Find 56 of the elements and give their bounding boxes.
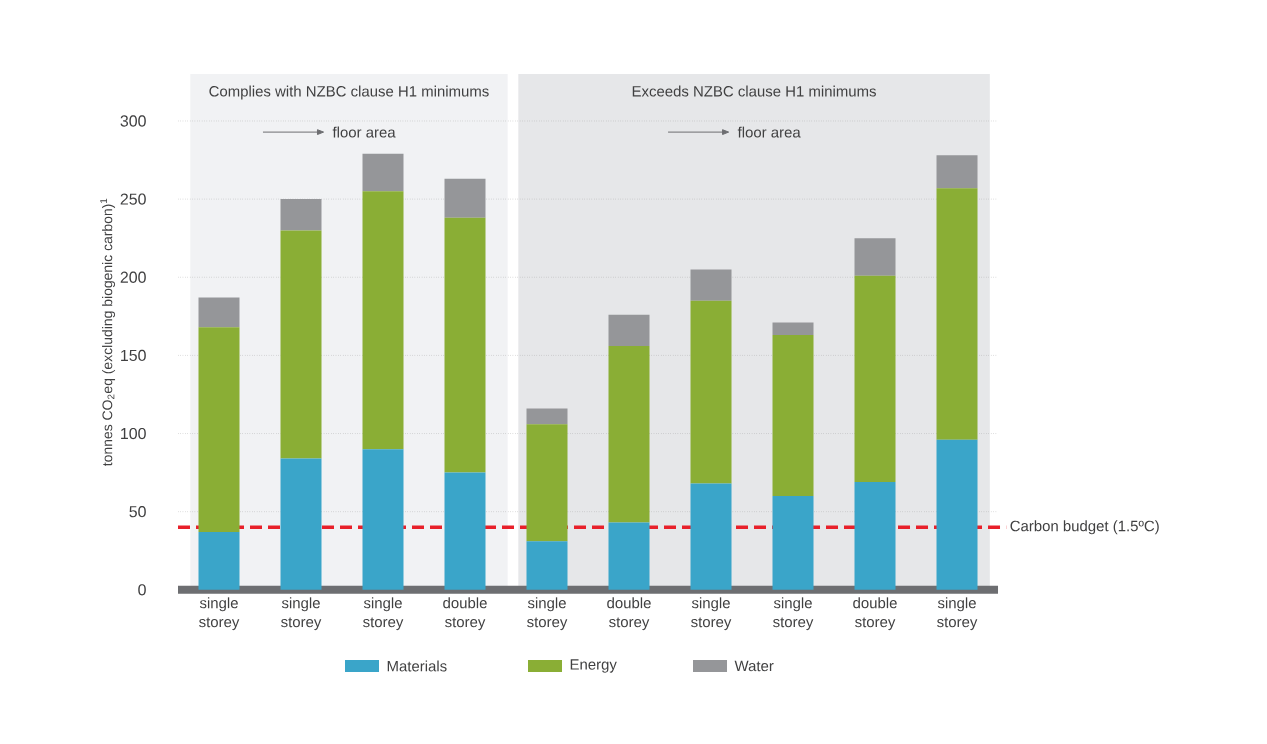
x-tick-label: single storey bbox=[363, 597, 404, 631]
x-tick-label: single storey bbox=[691, 597, 732, 631]
y-tick-label: 300 bbox=[120, 115, 146, 127]
bar bbox=[198, 297, 240, 328]
bar bbox=[362, 191, 404, 450]
y-axis-title: tonnes CO$_{2}$eq (excluding biogenic carbon)$^{1}$ bbox=[100, 198, 116, 466]
bar bbox=[854, 238, 896, 276]
ref-line-label: Carbon budget (1.5ºC) bbox=[1010, 520, 1159, 535]
y-tick-label: 100 bbox=[121, 427, 146, 440]
bar bbox=[690, 300, 732, 484]
bar bbox=[280, 458, 322, 590]
bar bbox=[280, 199, 322, 231]
x-tick-label: single storey bbox=[527, 597, 568, 631]
bar bbox=[198, 531, 240, 590]
annotation: Complies with NZBC clause H1 minimums bbox=[209, 85, 489, 100]
bar bbox=[772, 322, 814, 336]
bar bbox=[936, 155, 978, 189]
legend-label: Materials bbox=[387, 660, 447, 672]
x-tick-label: single storey bbox=[281, 597, 322, 631]
bar bbox=[444, 217, 486, 473]
bar bbox=[526, 424, 568, 542]
bar bbox=[444, 178, 486, 218]
bar bbox=[936, 439, 978, 590]
bar bbox=[362, 449, 404, 590]
legend-label: Water bbox=[734, 660, 774, 672]
y-tick-label: 50 bbox=[129, 506, 146, 518]
bar bbox=[280, 230, 322, 459]
bar bbox=[608, 346, 650, 523]
bar bbox=[526, 408, 568, 425]
bar bbox=[608, 314, 650, 347]
x-tick-label: single storey bbox=[199, 597, 240, 631]
y-tick-label: 0 bbox=[138, 584, 146, 596]
x-tick-label: double storey bbox=[607, 597, 651, 631]
y-tick-label: 150 bbox=[121, 349, 146, 362]
bar bbox=[198, 327, 240, 532]
annotation: floor area bbox=[737, 126, 801, 138]
bar bbox=[936, 188, 978, 440]
annotation: Exceeds NZBC clause H1 minimums bbox=[632, 85, 876, 97]
x-tick-label: double storey bbox=[853, 597, 897, 631]
x-tick-label: single storey bbox=[937, 597, 978, 631]
bar bbox=[772, 496, 814, 590]
x-tick-label: single storey bbox=[773, 597, 814, 631]
bar bbox=[854, 481, 896, 590]
bar bbox=[772, 335, 814, 497]
bar bbox=[690, 483, 732, 590]
bar bbox=[690, 269, 732, 301]
bar bbox=[526, 541, 568, 590]
annotation: floor area bbox=[332, 126, 396, 138]
x-tick-label: double storey bbox=[443, 597, 487, 631]
bar bbox=[854, 275, 896, 482]
bar bbox=[362, 153, 404, 192]
bar bbox=[444, 472, 486, 590]
y-tick-label: 250 bbox=[120, 193, 146, 205]
y-tick-label: 200 bbox=[120, 271, 146, 283]
legend-label: Energy bbox=[570, 659, 617, 673]
bar bbox=[608, 522, 650, 590]
